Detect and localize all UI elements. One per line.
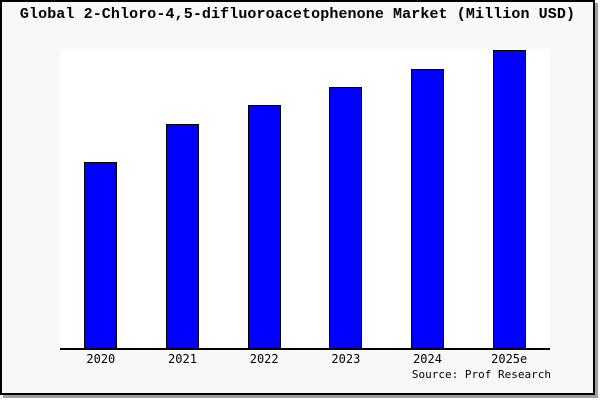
bar-2020 bbox=[84, 161, 118, 349]
bar-slot-2023 bbox=[305, 49, 387, 349]
x-tick-2020: 2020 bbox=[86, 352, 116, 366]
bar-2021 bbox=[166, 124, 199, 349]
bar-2024 bbox=[411, 69, 445, 349]
bar-2022 bbox=[247, 105, 281, 349]
chart-frame: Global 2-Chloro-4,5-difluoroacetophenone… bbox=[0, 0, 595, 395]
plot-area bbox=[60, 49, 550, 349]
bar-slot-2022 bbox=[223, 49, 305, 349]
x-axis-line bbox=[60, 348, 550, 350]
x-tick-2025e: 2025e bbox=[491, 352, 528, 366]
x-tick-2022: 2022 bbox=[249, 352, 279, 366]
bar-slot-2024 bbox=[387, 49, 469, 349]
x-axis-labels: 2020 2021 2022 2023 2024 2025e bbox=[60, 353, 550, 366]
x-tick-2023: 2023 bbox=[331, 352, 361, 366]
source-credit: Source: Prof Research bbox=[411, 368, 551, 381]
bar-2023 bbox=[329, 87, 363, 349]
chart-title: Global 2-Chloro-4,5-difluoroacetophenone… bbox=[19, 6, 576, 23]
bar-slot-2025e bbox=[468, 49, 550, 349]
x-tick-2024: 2024 bbox=[413, 352, 442, 366]
bar-slot-2020 bbox=[60, 49, 142, 349]
bar-2025e bbox=[492, 50, 526, 349]
x-tick-2021: 2021 bbox=[168, 352, 197, 366]
bar-slot-2021 bbox=[142, 49, 224, 349]
